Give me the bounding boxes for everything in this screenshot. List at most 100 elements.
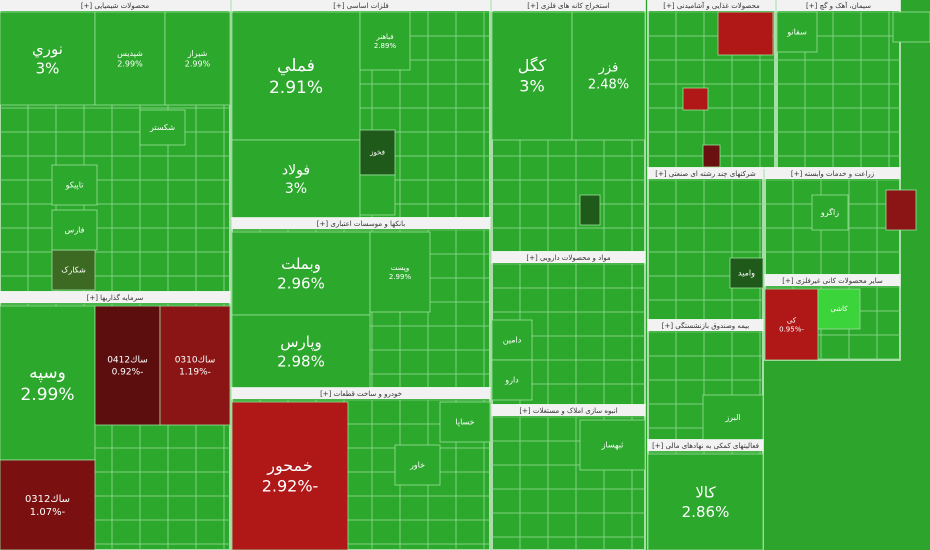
sector-header <box>232 388 490 399</box>
tile-change: 2.48% <box>588 78 629 93</box>
tile <box>231 401 349 550</box>
sector-title: زراعت و خدمات وابسته [+] <box>791 170 874 178</box>
tile-label: وسپه <box>29 363 66 383</box>
tile <box>702 394 764 441</box>
tile-label: فولاد <box>282 163 310 179</box>
tile <box>491 319 533 361</box>
tile <box>369 231 431 313</box>
tile-label: فارس <box>65 226 85 235</box>
tile-label: خاور <box>409 461 425 470</box>
tile <box>571 11 646 141</box>
tile-label: فزر <box>598 61 619 76</box>
tile <box>579 419 646 471</box>
sector-header <box>232 218 490 229</box>
tile-change: -1.19% <box>179 367 211 377</box>
tile-label: شکستر <box>149 123 175 132</box>
tile-change: 3% <box>36 60 60 78</box>
tile-label: فملي <box>277 56 315 76</box>
cell <box>631 536 646 550</box>
tile <box>729 257 764 289</box>
tile-label: کی <box>787 316 797 324</box>
sector-header <box>765 168 900 179</box>
tile-label: شکارک <box>61 266 86 275</box>
tile <box>51 209 98 251</box>
sector-header <box>648 168 763 179</box>
tile <box>579 194 601 226</box>
sector-title: خودرو و ساخت قطعات [+] <box>320 390 402 398</box>
tile <box>51 164 98 206</box>
tile-label: دارو <box>504 376 519 385</box>
tile-change: 2.99% <box>185 60 211 69</box>
tile <box>94 305 161 426</box>
sector-header <box>492 405 645 416</box>
tile-label: وبملت <box>281 255 321 273</box>
sector-header <box>648 440 763 451</box>
tile-label: فباهنر <box>375 33 393 41</box>
tile-label: ثبهساز <box>601 441 624 450</box>
tile <box>0 11 96 106</box>
tile-label: دامین <box>503 336 522 345</box>
tile-change: 2.98% <box>277 353 325 371</box>
tile-label: خمحور <box>266 456 312 476</box>
tile-label: نوري <box>32 40 63 59</box>
tile-change: -2.92% <box>262 477 319 496</box>
tile <box>439 401 491 443</box>
sector-title: محصولات غذایی و آشامیدنی [+] <box>663 1 760 10</box>
sector-header <box>777 0 900 11</box>
sector-header <box>648 320 763 331</box>
tile <box>359 11 411 71</box>
tile-label: ساك0310 <box>175 356 216 366</box>
tile <box>394 444 441 486</box>
tile <box>94 11 166 106</box>
tile <box>359 129 396 176</box>
tile <box>491 359 533 401</box>
tile-label: تاپیکو <box>65 181 84 190</box>
tile-label: ساك0312 <box>25 494 70 505</box>
tile <box>702 144 721 168</box>
tile-label: خساپا <box>455 418 474 427</box>
sector <box>647 167 764 321</box>
tile-change: 2.89% <box>374 42 397 50</box>
sector-header <box>232 0 490 11</box>
tile <box>231 11 361 141</box>
tile <box>359 174 396 216</box>
tile <box>892 11 930 43</box>
sector-title: محصولات شیمیایی [+] <box>81 2 150 10</box>
sector-title: شرکتهای چند رشته ای صنعتی [+] <box>655 170 756 178</box>
tile-label: وپارس <box>280 333 322 352</box>
cell <box>876 358 901 361</box>
tile <box>139 109 186 146</box>
sector-title: سرمایه گذاریها [+] <box>87 293 144 302</box>
tile-label: وامید <box>738 269 755 278</box>
tile-label: وپست <box>391 264 409 272</box>
tile-label: ساك0412 <box>107 356 148 366</box>
tile-change: 3% <box>285 181 307 197</box>
sector-header <box>492 252 645 263</box>
sector-header <box>648 0 775 11</box>
sector-header <box>0 0 230 11</box>
tile-label: شیراز <box>187 49 208 58</box>
sector-title: سیمان، آهک و گچ [+] <box>806 1 871 10</box>
tile <box>231 139 361 219</box>
tile <box>0 305 96 461</box>
sector-title: استخراج کانه های فلزی [+] <box>527 2 610 10</box>
tile <box>817 288 861 330</box>
tile <box>231 314 371 389</box>
cell <box>223 543 231 550</box>
tile <box>231 231 371 316</box>
sector-header <box>492 0 645 11</box>
tile-change: 3% <box>519 77 544 96</box>
tile-label: کگل <box>518 56 547 75</box>
tile-label: البرز <box>724 413 740 422</box>
cell <box>483 543 491 550</box>
tile-change: 2.86% <box>682 503 730 521</box>
sector-title: مواد و محصولات دارویی [+] <box>526 254 610 262</box>
sector-header <box>0 292 230 303</box>
tile <box>885 189 917 231</box>
tile <box>159 305 231 426</box>
tile <box>491 11 573 141</box>
tile-change: 2.96% <box>277 275 325 293</box>
tile-change: -0.92% <box>112 367 144 377</box>
sector-title: فلزات اساسی [+] <box>333 2 388 10</box>
